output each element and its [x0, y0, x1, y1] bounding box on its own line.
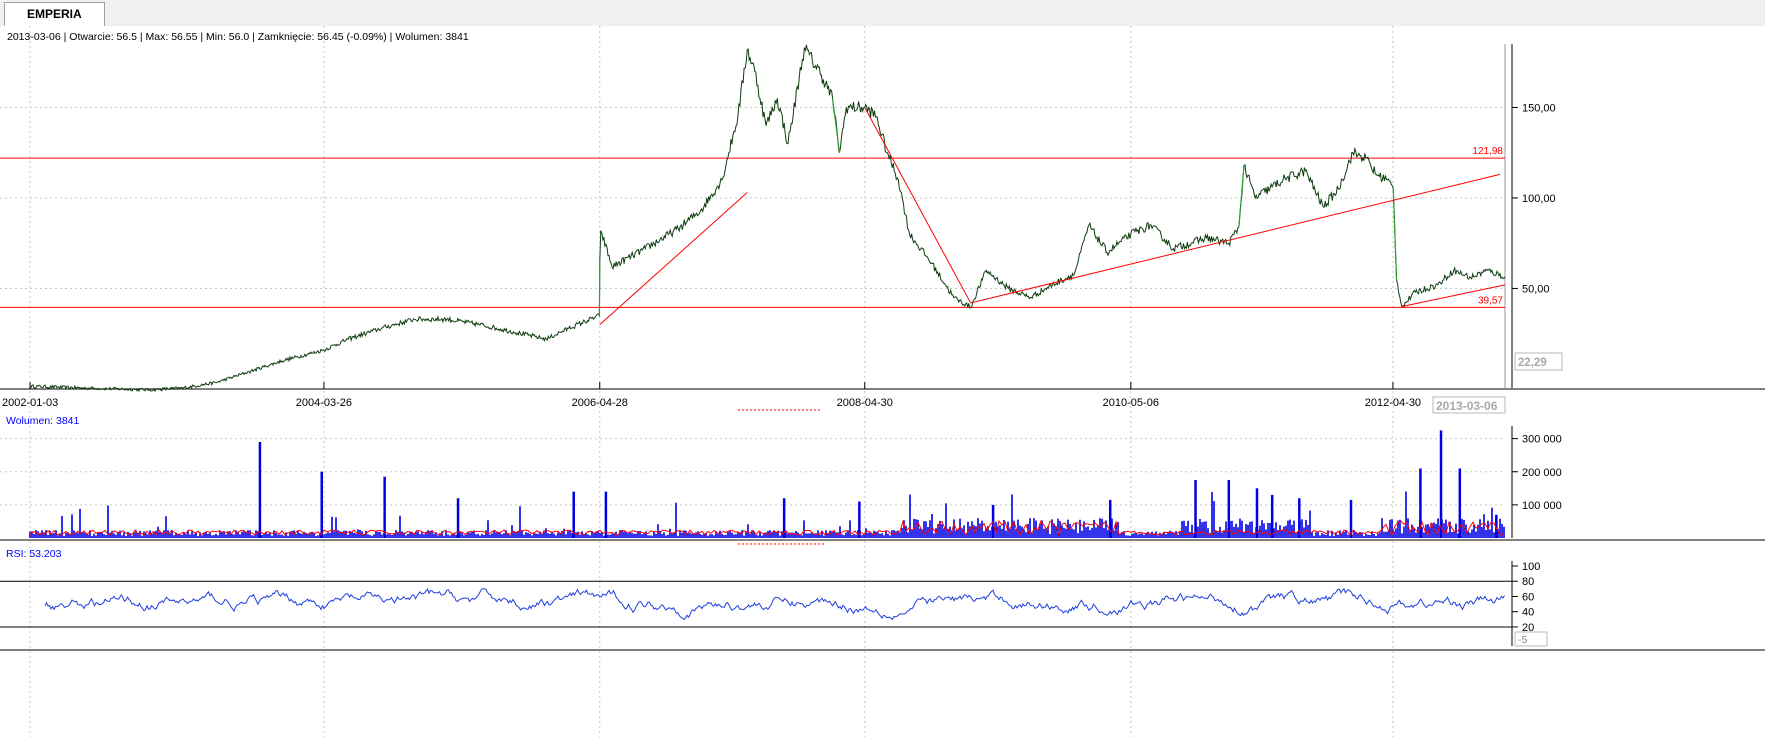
last-date-label: 2013-03-06	[1436, 399, 1498, 413]
trendline[interactable]	[970, 173, 1501, 304]
rsi-title: RSI: 53.203	[6, 548, 62, 560]
level-label: 121,98	[1472, 146, 1503, 157]
price-gap-segment	[1392, 188, 1398, 280]
volume-title: Wolumen: 3841	[6, 415, 80, 427]
rsi-y-tick-label: 80	[1522, 576, 1534, 588]
volume-y-tick-label: 200 000	[1522, 467, 1562, 479]
rsi-y-tick-label: 20	[1522, 622, 1534, 634]
price-header-info: 2013-03-06 | Otwarcie: 56.5 | Max: 56.55…	[7, 31, 469, 43]
last-value-label: 22,29	[1518, 357, 1547, 369]
rsi-y-tick-label: 60	[1522, 591, 1534, 603]
last-date-box	[1432, 396, 1506, 414]
price-y-tick-label: 150,00	[1522, 102, 1556, 114]
price-gap-segment	[831, 98, 841, 153]
x-tick-label: 2002-01-03	[2, 397, 58, 409]
tab-bar: EMPERIA	[0, 0, 1765, 27]
x-tick-label: 2010-05-06	[1103, 397, 1159, 409]
x-tick-label: 2004-03-26	[296, 397, 352, 409]
price-y-tick-label: 50,00	[1522, 283, 1550, 295]
trendline[interactable]	[599, 192, 748, 326]
price-gap-segment	[1238, 165, 1245, 227]
rsi-y-tick-label: 40	[1522, 607, 1534, 619]
price-y-tick-label: 100,00	[1522, 193, 1556, 205]
volume-y-tick-label: 300 000	[1522, 434, 1562, 446]
volume-y-tick-label: 100 000	[1522, 500, 1562, 512]
x-tick-label: 2008-04-30	[837, 397, 893, 409]
x-tick-label: 2006-04-28	[572, 397, 628, 409]
chart-area[interactable]: 2002-01-03 2004-03-26 2006-04-28 2008-04-30…	[0, 26, 1765, 737]
trendline[interactable]	[864, 107, 972, 304]
rsi-bottom-box	[1514, 631, 1548, 647]
rsi-bottom-box-label: -5	[1518, 634, 1527, 646]
trendline[interactable]	[1401, 284, 1506, 308]
volume-moving-average	[29, 519, 1504, 537]
last-value-box	[1514, 352, 1563, 371]
price-panel: 2002-01-03 2004-03-26 2006-04-28 2008-04-30…	[0, 26, 1765, 737]
tab-emperia[interactable]: EMPERIA	[4, 2, 105, 26]
rsi-y-tick-label: 100	[1522, 561, 1540, 573]
level-label: 39,57	[1478, 295, 1503, 306]
x-tick-label: 2012-04-30	[1365, 397, 1421, 409]
volume-panel: Wolumen: 3841 100 000 200 000 300 000	[0, 415, 1765, 545]
rsi-panel: RSI: 53.203 20 40 60 80 100 -5	[0, 548, 1765, 651]
price-line[interactable]	[29, 44, 1506, 393]
rsi-line[interactable]	[44, 588, 1505, 621]
